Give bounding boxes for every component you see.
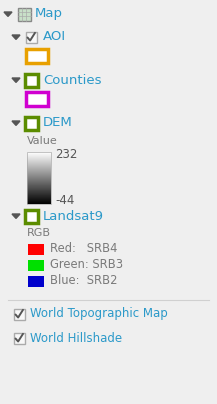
Text: RGB: RGB [27, 228, 51, 238]
Bar [28, 259, 44, 271]
Polygon shape [12, 78, 20, 82]
Text: World Topographic Map: World Topographic Map [30, 307, 168, 320]
Text: Blue:  SRB2: Blue: SRB2 [50, 274, 117, 288]
Bar [26, 92, 48, 106]
Text: AOI: AOI [43, 30, 66, 44]
Text: Red:   SRB4: Red: SRB4 [50, 242, 117, 255]
Text: Landsat9: Landsat9 [43, 210, 104, 223]
Bar [25, 210, 38, 223]
Polygon shape [12, 214, 20, 219]
Bar [25, 74, 38, 86]
Polygon shape [4, 12, 12, 17]
Bar [28, 276, 44, 286]
Text: Green: SRB3: Green: SRB3 [50, 259, 123, 271]
Bar [26, 32, 36, 42]
Bar [26, 49, 48, 63]
Polygon shape [12, 121, 20, 125]
Text: -44: -44 [55, 194, 74, 206]
Text: Value: Value [27, 136, 58, 146]
Polygon shape [12, 35, 20, 40]
Bar [13, 309, 25, 320]
Bar [13, 332, 25, 343]
Bar [25, 116, 38, 130]
Text: World Hillshade: World Hillshade [30, 332, 122, 345]
Text: DEM: DEM [43, 116, 73, 130]
Bar [28, 244, 44, 255]
Bar [27, 152, 51, 204]
Text: Map: Map [35, 8, 63, 21]
Bar [18, 8, 31, 21]
Text: 232: 232 [55, 149, 77, 162]
Text: Counties: Counties [43, 74, 102, 86]
